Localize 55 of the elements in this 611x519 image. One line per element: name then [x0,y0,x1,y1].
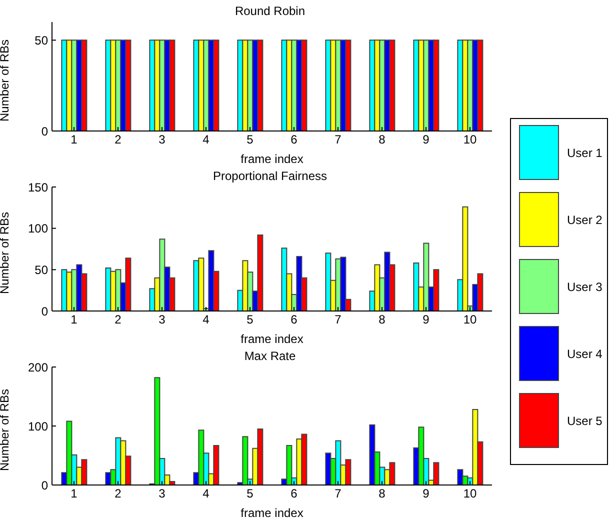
y-tick-label: 150 [28,180,48,194]
chart-title: Round Robin [234,4,306,18]
x-tick-label: 4 [202,486,210,501]
x-tick-label: 5 [246,312,254,327]
x-tick-label: 1 [70,486,78,501]
y-tick-label: 50 [34,262,48,277]
x-tick-label: 3 [158,312,166,327]
x-axis-title: frame index [240,506,304,519]
x-tick-label: 10 [463,486,477,501]
x-tick-label: 9 [422,486,430,501]
text: User 1 [567,146,602,160]
x-tick-label: 8 [378,486,386,501]
x-tick-label: 10 [463,132,477,147]
x-axis-title: frame index [240,152,304,166]
x-tick-label: 1 [70,312,78,327]
x-tick-label: 10 [463,312,477,327]
y-tick-label: 100 [28,222,48,236]
x-tick-label: 9 [422,312,430,327]
text: User 5 [567,414,602,428]
y-axis-title: Number of RBs [0,212,12,294]
y-tick-label: 200 [28,360,48,374]
y-tick-label: 50 [34,33,48,48]
x-tick-label: 4 [202,132,210,147]
y-tick-label: 0 [41,478,48,492]
x-tick-label: 6 [290,312,298,327]
text: User 2 [567,212,602,226]
y-tick-label: 100 [28,419,48,434]
bar [413,262,420,311]
x-tick-label: 2 [114,312,122,327]
x-tick-label: 6 [290,132,298,147]
x-tick-label: 7 [334,486,342,501]
chart-title: Max Rate [244,349,296,363]
x-tick-label: 7 [334,132,342,147]
x-tick-label: 5 [246,486,254,501]
x-tick-label: 8 [378,132,386,147]
x-tick-label: 3 [158,486,166,501]
y-tick-label: 0 [41,304,48,318]
bar [325,252,332,311]
x-tick-label: 3 [158,132,166,147]
x-tick-label: 6 [290,486,298,501]
text: User 4 [567,346,602,360]
x-tick-label: 8 [378,312,386,327]
x-tick-label: 5 [246,132,254,147]
x-tick-label: 4 [202,312,210,327]
x-tick-label: 2 [114,132,122,147]
x-tick-label: 1 [70,132,78,147]
text: User 3 [567,280,602,294]
x-tick-label: 9 [422,132,430,147]
y-axis-title: Number of RBs [0,388,12,471]
y-tick-label: 0 [41,124,48,138]
x-tick-label: 2 [114,486,122,501]
y-axis-title: Number of RBs [0,39,12,122]
x-tick-label: 7 [334,312,342,327]
chart-title: Proportional Fairness [212,169,328,183]
x-axis-title: frame index [240,332,304,346]
